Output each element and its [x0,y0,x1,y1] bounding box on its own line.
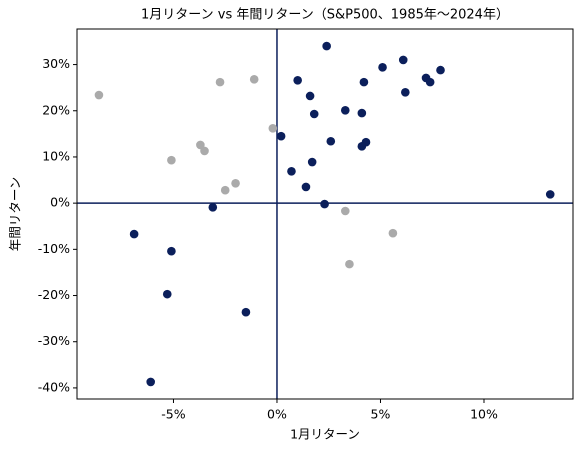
y-tick-label: 30% [42,56,70,71]
x-axis-label: 1月リターン [290,427,360,442]
point [401,87,410,97]
point [436,65,445,75]
point [378,63,387,72]
point [162,289,172,299]
point [322,41,331,51]
point [320,199,329,209]
point [345,259,354,269]
point [146,377,155,387]
y-tick-label: -20% [38,287,70,302]
x-tick-label: 0% [267,407,287,422]
point [215,77,225,87]
point [249,75,259,84]
point [340,105,350,115]
chart-title: 1月リターン vs 年間リターン（S&P500、1985年〜2024年） [141,8,509,23]
x-tick-label: -5% [161,407,185,422]
x-tick-label: 10% [470,407,498,422]
point [398,55,408,65]
point [287,166,296,176]
y-tick-label: -10% [38,241,70,256]
plot-frame [76,28,574,400]
y-tick-label: -30% [38,333,70,348]
point [305,91,315,101]
point [357,142,367,151]
point [359,77,369,87]
y-tick-label: 10% [42,148,70,163]
point [425,77,435,87]
x-tick-label: 5% [371,407,391,422]
point [94,90,104,100]
point [200,146,209,156]
point [196,140,205,150]
y-tick-label: 0% [50,195,70,210]
point [309,109,319,119]
y-tick-label: -40% [38,379,70,394]
point [307,157,317,167]
point [388,228,398,238]
point [276,131,286,141]
point [241,307,251,317]
point [268,124,278,133]
point [231,178,240,188]
point [129,229,139,239]
point [208,203,218,212]
point [167,155,176,165]
y-tick-label: 20% [42,102,70,117]
point [301,182,311,192]
y-axis-label: 年間リターン [8,177,23,251]
point [357,108,367,118]
point [293,75,302,85]
point [326,136,336,146]
point [340,206,350,216]
point [220,185,230,195]
point [545,190,555,199]
point [167,246,176,256]
